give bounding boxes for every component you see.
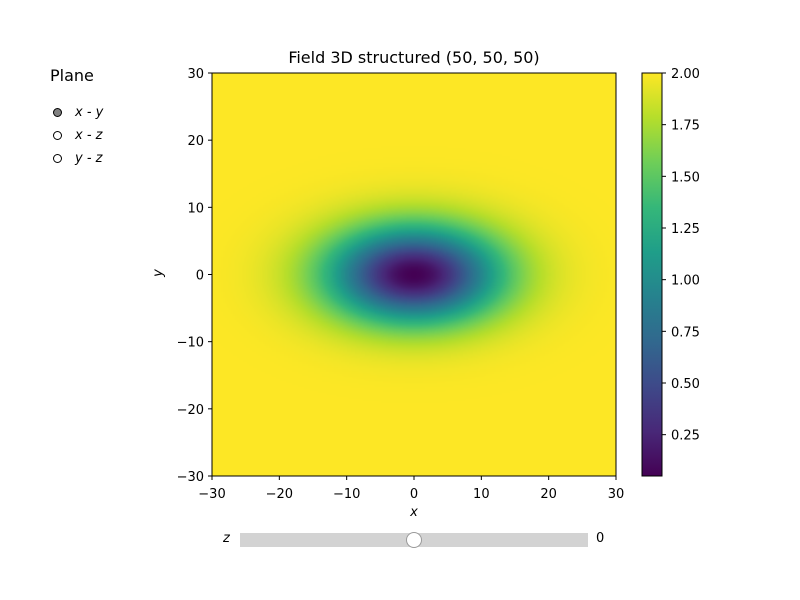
y-tick-label: 20 bbox=[187, 134, 204, 149]
x-tick-label: 20 bbox=[540, 487, 557, 502]
x-tick-label: 30 bbox=[608, 487, 625, 502]
radio-option-yz[interactable]: y - z bbox=[53, 150, 102, 166]
x-tick-label: −10 bbox=[333, 487, 360, 502]
heatmap-image bbox=[212, 73, 616, 476]
radio-button-icon[interactable] bbox=[53, 130, 62, 140]
y-tick-label: −30 bbox=[177, 470, 204, 485]
y-tick-label: 0 bbox=[196, 269, 204, 284]
y-tick-label: −20 bbox=[177, 403, 204, 418]
y-tick-label: 10 bbox=[187, 201, 204, 216]
x-tick-label: 0 bbox=[410, 487, 418, 502]
colorbar-tick-label: 0.50 bbox=[671, 377, 700, 392]
heatmap-raster bbox=[212, 73, 616, 476]
colorbar-tick-label: 2.00 bbox=[671, 67, 700, 82]
radio-option-label: y - z bbox=[75, 150, 103, 166]
colorbar-gradient bbox=[641, 72, 663, 477]
slider-label: z bbox=[223, 531, 230, 546]
x-axis: −30 −20 −10 0 10 20 30 bbox=[198, 476, 624, 502]
radio-option-xz[interactable]: x - z bbox=[53, 127, 102, 143]
colorbar-tick-label: 0.75 bbox=[671, 325, 700, 340]
x-tick-label: 10 bbox=[473, 487, 490, 502]
radio-option-label: x - y bbox=[75, 104, 104, 120]
radio-button-icon[interactable] bbox=[53, 153, 62, 163]
slider-value: 0 bbox=[596, 531, 605, 546]
radio-option-label: x - z bbox=[75, 127, 103, 143]
chart-title: Field 3D structured (50, 50, 50) bbox=[288, 48, 539, 67]
y-axis-label: y bbox=[151, 269, 166, 278]
x-tick-label: −20 bbox=[266, 487, 293, 502]
radio-title: Plane bbox=[50, 66, 94, 85]
colorbar-tick-label: 0.25 bbox=[671, 429, 700, 444]
radio-button-icon[interactable] bbox=[53, 107, 62, 117]
colorbar: 0.25 0.50 0.75 1.00 1.25 1.50 1.75 2.00 bbox=[641, 67, 700, 477]
y-tick-label: −10 bbox=[177, 336, 204, 351]
y-tick-label: 30 bbox=[187, 67, 204, 82]
colorbar-tick-label: 1.00 bbox=[671, 274, 700, 289]
x-tick-label: −30 bbox=[198, 487, 225, 502]
x-axis-label: x bbox=[409, 505, 418, 520]
z-slider-handle[interactable] bbox=[406, 532, 422, 548]
radio-option-xy[interactable]: x - y bbox=[53, 104, 103, 120]
y-axis: −30 −20 −10 0 10 20 30 bbox=[177, 67, 212, 485]
colorbar-tick-label: 1.50 bbox=[671, 170, 700, 185]
colorbar-tick-label: 1.25 bbox=[671, 222, 700, 237]
colorbar-tick-label: 1.75 bbox=[671, 119, 700, 134]
